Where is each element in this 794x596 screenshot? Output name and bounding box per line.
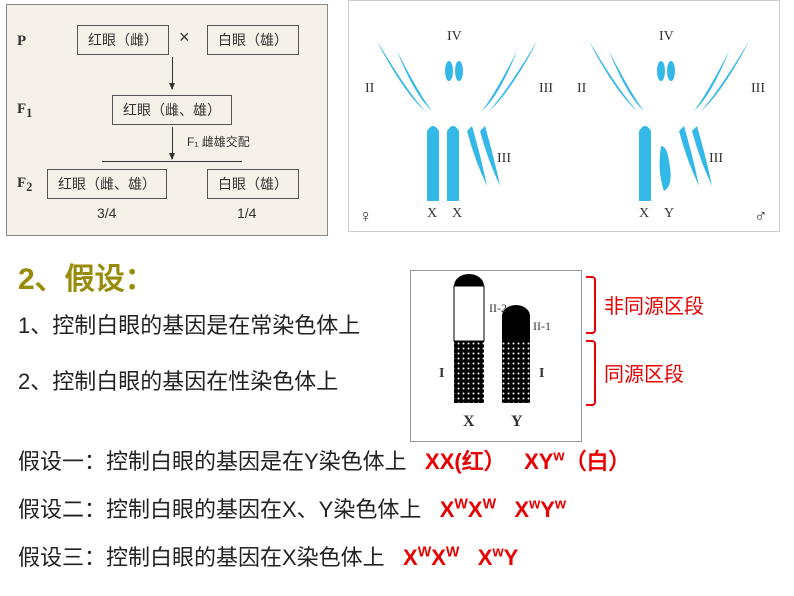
f2-red-box: 红眼（雌、雄） bbox=[47, 169, 167, 199]
xy-svg bbox=[411, 271, 581, 441]
label-x-m: X bbox=[639, 206, 649, 222]
i-left: I bbox=[439, 366, 444, 382]
female-symbol: ♀ bbox=[359, 206, 373, 227]
f1-label: F1 bbox=[17, 101, 32, 121]
ii2-label: II-2 bbox=[489, 301, 507, 316]
ratio-white: 1/4 bbox=[237, 205, 256, 221]
hyp3-geno2: XwY bbox=[478, 545, 519, 570]
split-line bbox=[102, 161, 242, 162]
hyp2-text: 假设二：控制白眼的基因在X、Y染色体上 bbox=[18, 497, 421, 522]
label-iii-low: III bbox=[497, 151, 511, 167]
hyp2-geno2: XwYw bbox=[514, 497, 566, 522]
f2-white-box: 白眼（雄） bbox=[207, 169, 299, 199]
top-row: P 红眼（雌） × 白眼（雄） F1 红眼（雌、雄） F₁ 雌雄交配 F2 红眼… bbox=[0, 0, 794, 236]
mating-note: F₁ 雌雄交配 bbox=[187, 133, 250, 150]
label-x1: X bbox=[427, 206, 437, 222]
label-ii-l-m: II bbox=[577, 81, 586, 97]
homo-label: 同源区段 bbox=[604, 358, 684, 387]
brace-non-homo bbox=[586, 276, 596, 334]
male-symbol: ♂ bbox=[754, 206, 768, 227]
i-right: I bbox=[539, 366, 544, 382]
hyp-line-2: 假设二：控制白眼的基因在X、Y染色体上 XWXW XwYw bbox=[18, 492, 794, 524]
label-ii-l: II bbox=[365, 81, 374, 97]
ratio-red: 3/4 bbox=[97, 205, 116, 221]
hyp1-geno1: XX(红） bbox=[425, 449, 506, 474]
x-label: X bbox=[463, 413, 475, 431]
label-iii-r-m: III bbox=[751, 81, 765, 97]
hyp-line-1: 假设一：控制白眼的基因是在Y染色体上 XX(红） XYw（白） bbox=[18, 444, 794, 476]
cross-diagram: P 红眼（雌） × 白眼（雄） F1 红眼（雌、雄） F₁ 雌雄交配 F2 红眼… bbox=[6, 4, 328, 236]
hyp2-geno1: XWXW bbox=[440, 497, 496, 522]
p-male-box: 白眼（雄） bbox=[207, 25, 299, 55]
p-female-box: 红眼（雌） bbox=[77, 25, 169, 55]
hyp1-geno2: XYw（白） bbox=[524, 449, 631, 474]
label-iv-m: IV bbox=[659, 29, 674, 45]
arrow-f1-f2 bbox=[172, 127, 173, 159]
hyp-line-3: 假设三：控制白眼的基因在X染色体上 XWXW XwY bbox=[18, 540, 794, 572]
label-iii-r: III bbox=[539, 81, 553, 97]
female-karyotype: II III IV III X X ♀ bbox=[357, 11, 557, 221]
non-homo-label: 非同源区段 bbox=[604, 290, 704, 319]
male-karyotype: II III IV III X Y ♂ bbox=[569, 11, 769, 221]
brace-homo bbox=[586, 340, 596, 406]
f2-label: F2 bbox=[17, 175, 32, 195]
hyp1-text: 假设一：控制白眼的基因是在Y染色体上 bbox=[18, 449, 407, 474]
label-iv: IV bbox=[447, 29, 462, 45]
p-label: P bbox=[17, 33, 26, 50]
label-y-m: Y bbox=[664, 206, 674, 222]
arrow-p-f1 bbox=[172, 57, 173, 89]
xy-homology-diagram: II-2 II-1 I I X Y bbox=[410, 270, 582, 442]
karyotype-figure: II III IV III X X ♀ bbox=[348, 0, 780, 232]
ii1-label: II-1 bbox=[533, 319, 551, 334]
hyp3-text: 假设三：控制白眼的基因在X染色体上 bbox=[18, 545, 385, 570]
y-label: Y bbox=[511, 413, 523, 431]
hyp3-geno1: XWXW bbox=[403, 545, 459, 570]
cross-symbol: × bbox=[179, 27, 190, 48]
f1-box: 红眼（雌、雄） bbox=[112, 95, 232, 125]
label-iii-low-m: III bbox=[709, 151, 723, 167]
label-x2: X bbox=[452, 206, 462, 222]
